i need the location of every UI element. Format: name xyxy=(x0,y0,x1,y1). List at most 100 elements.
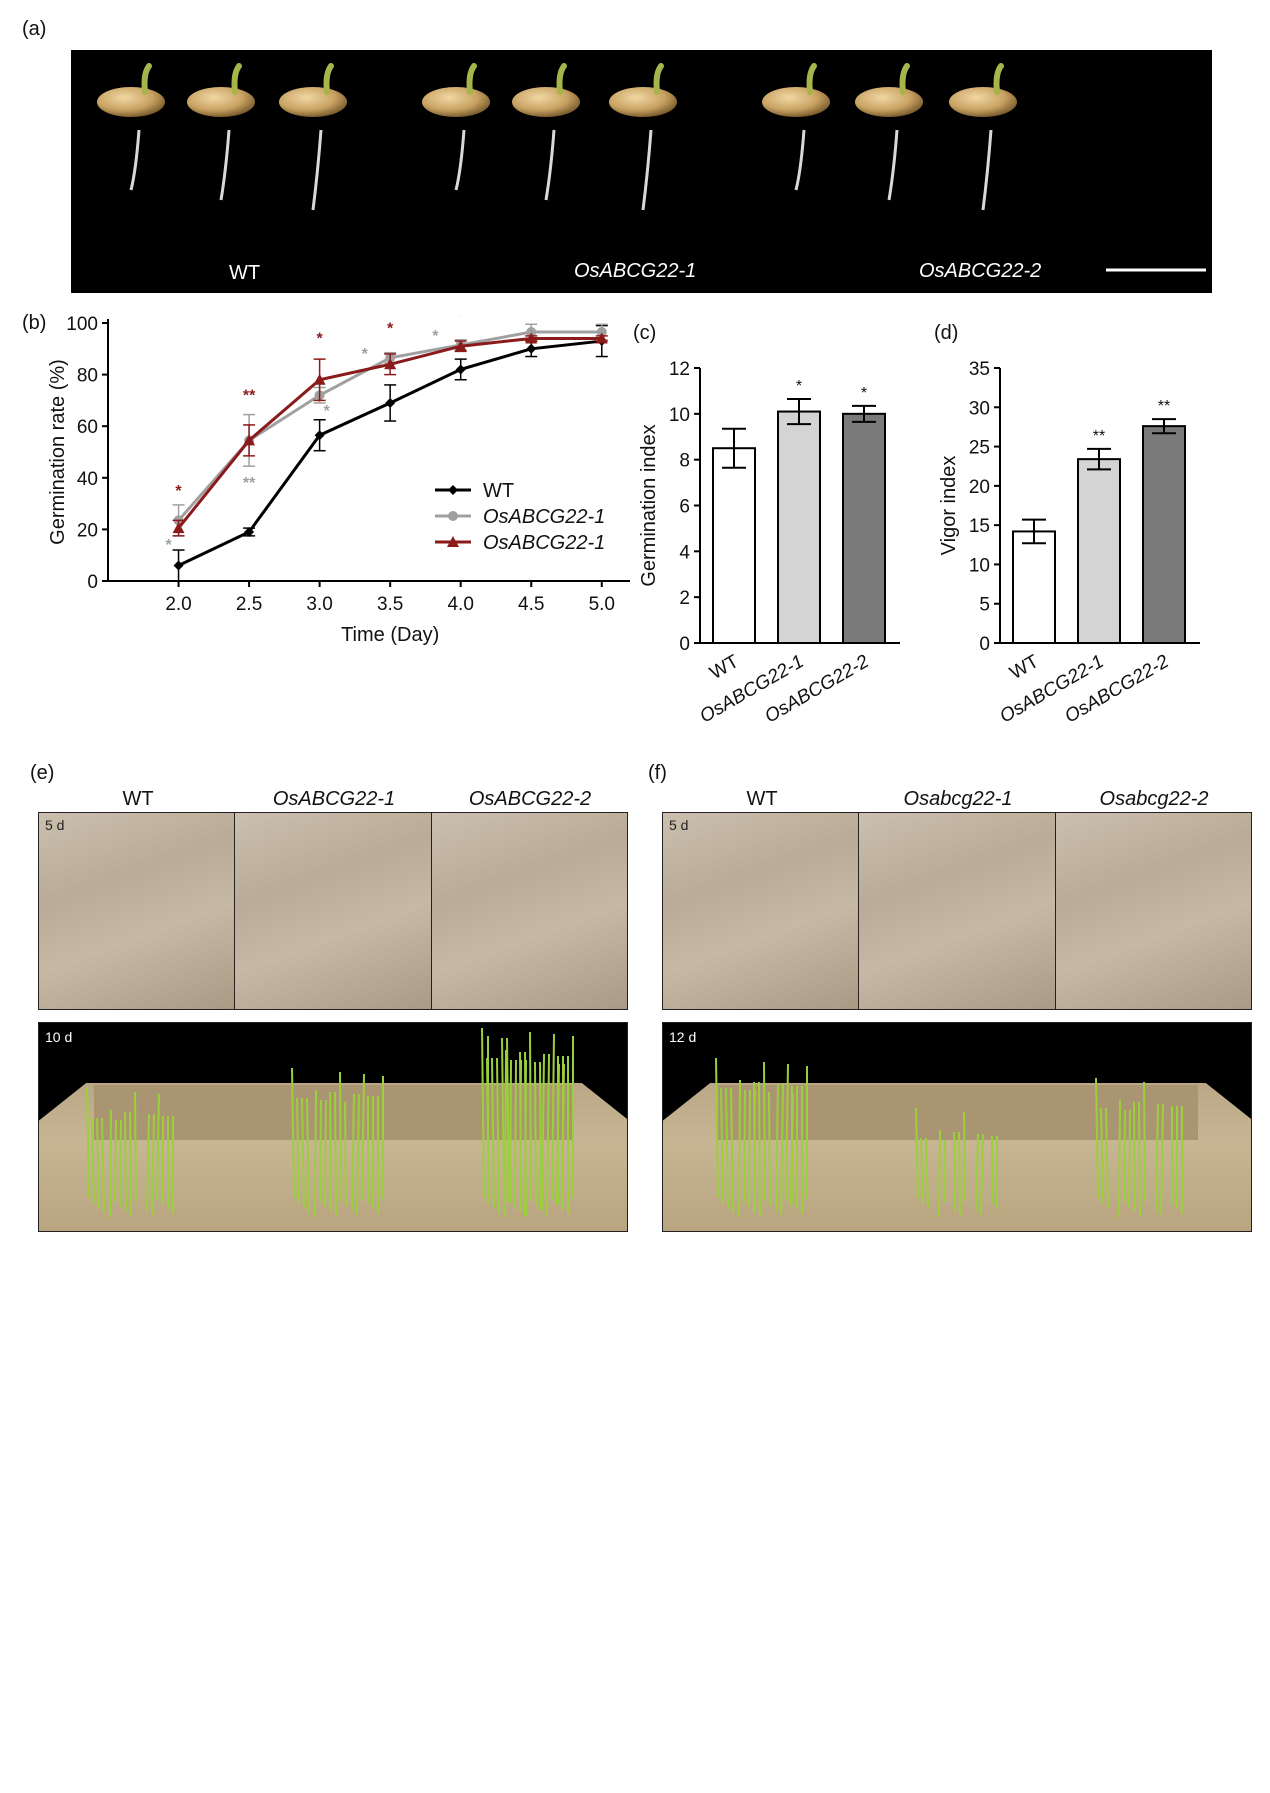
y-tick-label: 0 xyxy=(87,572,98,593)
seedling xyxy=(351,1093,355,1211)
panel-e-col-line1: OsABCG22-1 xyxy=(272,788,396,810)
bar xyxy=(777,410,821,644)
panel-f-seedlings xyxy=(715,1057,1183,1218)
germinating-seed xyxy=(762,63,830,191)
seedling xyxy=(725,1087,729,1209)
seedling xyxy=(763,1061,766,1202)
seedling xyxy=(506,1037,510,1204)
significance-marker: * xyxy=(175,483,182,500)
seedling xyxy=(124,1111,127,1212)
seedling xyxy=(509,1059,512,1203)
seedling xyxy=(938,1129,941,1218)
panel-f-day-top: 5 d xyxy=(669,817,689,833)
bar xyxy=(712,447,756,645)
y-tick-label: 0 xyxy=(979,634,990,655)
seedling xyxy=(496,1057,500,1214)
seedling xyxy=(539,1061,542,1212)
panel-e-col-wt: WT xyxy=(122,788,154,810)
panel-e-10d-photo: 10 d xyxy=(38,1022,628,1232)
data-point xyxy=(454,340,467,352)
seedling xyxy=(344,1101,347,1207)
significance-marker: * xyxy=(324,403,331,420)
panel-f-day-bottom: 12 d xyxy=(669,1029,697,1045)
y-axis-title: Vigor index xyxy=(938,456,960,556)
y-tick-label: 35 xyxy=(969,359,990,380)
x-tick-label: 2.0 xyxy=(165,594,191,615)
seedling xyxy=(151,1113,155,1216)
significance-marker: ** xyxy=(1093,428,1105,445)
panel-e-label: (e) xyxy=(30,762,55,784)
seedling xyxy=(301,1097,305,1209)
legend-marker xyxy=(447,536,459,547)
data-point xyxy=(526,343,537,354)
legend-label: WT xyxy=(483,480,514,502)
seedling xyxy=(975,1133,979,1211)
x-tick-label: 5.0 xyxy=(589,594,615,615)
panel-f-label: (f) xyxy=(648,762,667,784)
y-tick-label: 12 xyxy=(669,359,690,380)
seedling xyxy=(501,1037,505,1199)
seedling xyxy=(334,1091,337,1217)
seedling xyxy=(1123,1109,1126,1203)
significance-marker: * xyxy=(317,331,324,348)
panel-e-day-bottom: 10 d xyxy=(45,1029,73,1045)
seedling xyxy=(720,1087,724,1204)
seedling xyxy=(534,1061,537,1207)
y-tick-label: 6 xyxy=(679,497,690,518)
seedling xyxy=(768,1091,771,1207)
panel-e-day-top: 5 d xyxy=(45,817,65,833)
vigor-index-bar-chart: 05101520253035WT**OsABCG22-1**OsABCG22-2… xyxy=(938,359,1200,727)
significance-marker: ** xyxy=(243,387,256,404)
seedling xyxy=(1160,1103,1164,1216)
panel-b-label: (b) xyxy=(22,312,47,334)
x-tick-label: 3.0 xyxy=(306,594,332,615)
photo-label-line2: OsABCG22-2 xyxy=(919,260,1042,282)
y-axis-title: Germination rate (%) xyxy=(47,359,69,545)
panel-e-seedlings xyxy=(86,1027,574,1218)
x-tick-label: 3.5 xyxy=(377,594,403,615)
data-point xyxy=(384,358,397,370)
seedling xyxy=(324,1099,327,1208)
seedling xyxy=(943,1139,946,1203)
seedling xyxy=(743,1089,746,1203)
y-tick-label: 5 xyxy=(979,595,990,616)
germination-rate-line-chart: 0 20 40 60 80 100 2.0 2.5 3.0 3.5 4.0 4.5 5.0 Time (D… xyxy=(47,315,630,646)
data-point xyxy=(173,560,184,571)
seedling xyxy=(541,1053,545,1211)
seedling xyxy=(129,1111,132,1217)
seedling xyxy=(561,1063,565,1211)
seedling xyxy=(1105,1107,1109,1209)
seedling xyxy=(134,1091,137,1202)
photo-label-wt: WT xyxy=(229,262,261,284)
seedling xyxy=(790,1093,794,1206)
bar xyxy=(1142,425,1186,645)
seedling xyxy=(1118,1099,1121,1218)
y-tick-label: 4 xyxy=(679,542,690,563)
significance-marker: * xyxy=(796,378,802,395)
panel-e-5d-photos: 5 d xyxy=(38,812,628,1010)
seedling xyxy=(958,1131,961,1217)
significance-marker: * xyxy=(387,320,394,337)
seedling xyxy=(556,1063,560,1206)
germinating-seed xyxy=(97,63,165,191)
data-point xyxy=(313,373,326,385)
y-tick-label: 8 xyxy=(679,451,690,472)
seedling xyxy=(519,1059,522,1213)
seedling xyxy=(748,1089,751,1208)
seedling xyxy=(785,1063,789,1201)
seedling xyxy=(114,1119,117,1203)
panel-e-5d-line1 xyxy=(235,813,432,1009)
seedling xyxy=(551,1033,555,1201)
seedling xyxy=(319,1099,322,1203)
y-tick-label: 10 xyxy=(969,555,990,576)
y-tick-label: 30 xyxy=(969,398,990,419)
seedling xyxy=(1100,1107,1104,1204)
seedling xyxy=(715,1057,719,1199)
bar xyxy=(1012,530,1056,644)
germinating-seed xyxy=(422,63,490,191)
panel-f-5d-line1 xyxy=(859,813,1056,1009)
y-axis-title: Germination index xyxy=(638,424,660,586)
seedling xyxy=(758,1081,761,1217)
germinating-seed xyxy=(187,63,255,201)
seedling xyxy=(504,1049,507,1218)
